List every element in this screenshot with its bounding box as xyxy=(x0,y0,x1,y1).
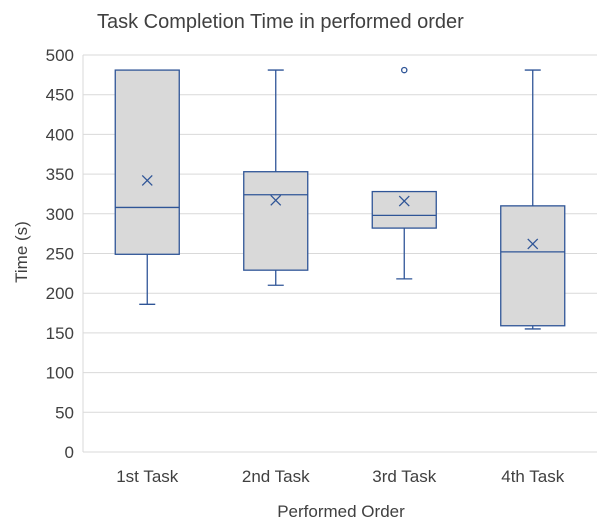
x-tick-label: 2nd Task xyxy=(242,467,310,486)
iqr-box xyxy=(243,171,309,271)
x-axis-label: Performed Order xyxy=(277,502,405,521)
y-tick-label: 300 xyxy=(46,205,74,224)
y-tick-label: 0 xyxy=(65,443,74,462)
chart-title: Task Completion Time in performed order xyxy=(97,11,464,33)
iqr-box xyxy=(371,190,437,229)
y-tick-label: 500 xyxy=(46,46,74,65)
iqr-box xyxy=(500,205,566,327)
y-axis-ticks: 0 50 100 150 200 250 300 350 400 450 500 xyxy=(46,46,74,462)
y-tick-label: 450 xyxy=(46,86,74,105)
outlier-point xyxy=(400,66,408,74)
mean-marker xyxy=(398,195,410,207)
y-tick-label: 100 xyxy=(46,364,74,383)
box-group-1 xyxy=(114,69,180,305)
boxes xyxy=(114,66,566,330)
y-tick-label: 350 xyxy=(46,165,74,184)
box-group-4 xyxy=(500,69,566,330)
y-axis-label: Time (s) xyxy=(12,221,31,283)
x-tick-label: 3rd Task xyxy=(372,467,436,486)
x-axis-ticks: 1st Task 2nd Task 3rd Task 4th Task xyxy=(116,467,565,486)
y-tick-label: 200 xyxy=(46,284,74,303)
y-tick-label: 250 xyxy=(46,245,74,264)
y-tick-label: 400 xyxy=(46,125,74,144)
y-tick-label: 50 xyxy=(55,403,74,422)
x-tick-label: 4th Task xyxy=(501,467,565,486)
mean-marker xyxy=(527,238,539,250)
box-group-2 xyxy=(243,69,309,286)
mean-marker xyxy=(141,174,153,186)
x-tick-label: 1st Task xyxy=(116,467,179,486)
box-group-3 xyxy=(371,66,437,280)
iqr-box xyxy=(114,69,180,255)
y-tick-label: 150 xyxy=(46,324,74,343)
mean-marker xyxy=(270,194,282,206)
